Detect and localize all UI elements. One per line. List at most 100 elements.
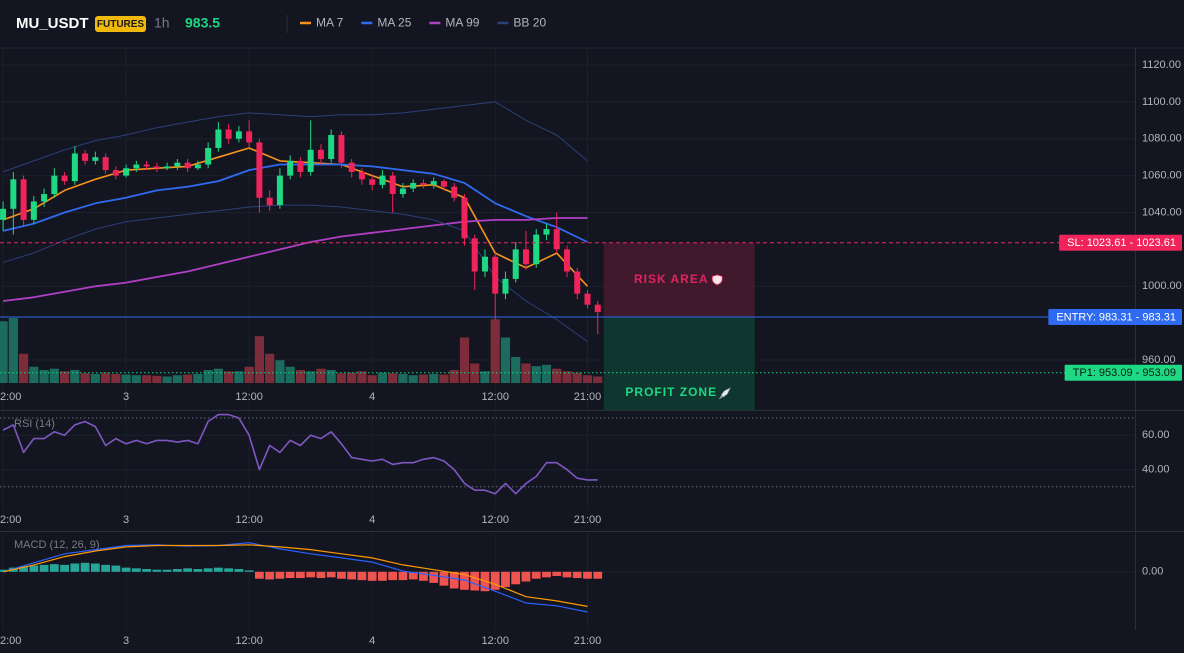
x-tick-label: 12:00 — [235, 514, 263, 526]
pane-title: MACD (12, 26, 9) — [14, 539, 100, 551]
candle-body — [82, 153, 89, 161]
volume-bar — [8, 318, 18, 383]
candle-body — [553, 229, 560, 250]
candle-body — [153, 166, 160, 169]
candle-body — [92, 157, 99, 161]
candle-body — [492, 256, 499, 294]
candle-body — [543, 229, 550, 235]
volume-bar — [152, 375, 162, 383]
candle-body — [338, 135, 345, 163]
histogram-bar — [562, 571, 572, 578]
histogram-bar — [490, 571, 500, 590]
volume-bar — [203, 370, 213, 383]
x-tick-label: 12:00 — [481, 391, 509, 403]
zone — [603, 317, 755, 410]
volume-bar — [429, 373, 439, 383]
y-tick-label: 1060.00 — [1142, 170, 1182, 182]
level-label: TP1: 953.09 - 953.09 — [1073, 367, 1176, 379]
bb-lower — [2, 204, 588, 343]
volume-bar — [593, 376, 603, 383]
candle-body — [563, 249, 570, 272]
volume-bar — [18, 353, 29, 383]
histogram-bar — [193, 569, 203, 572]
candle-body — [358, 171, 365, 180]
histogram-bar — [316, 571, 326, 579]
histogram-bar — [542, 571, 551, 578]
candle-body — [348, 162, 355, 172]
candle-body — [512, 249, 519, 279]
candle-body — [20, 179, 27, 220]
candle-body — [174, 162, 181, 167]
y-tick-label: 40.00 — [1142, 464, 1170, 476]
last-price: 983.5 — [185, 15, 220, 31]
candle-body — [266, 197, 273, 206]
zone-label: RISK AREA — [634, 272, 709, 286]
histogram-bar — [531, 571, 541, 579]
legend-label: MA 99 — [445, 16, 479, 30]
candle-body — [522, 249, 529, 265]
histogram-bar — [470, 571, 480, 591]
candle-body — [399, 188, 406, 195]
histogram-bar — [285, 571, 295, 579]
volume-bar — [213, 368, 223, 383]
volume-bar — [101, 372, 111, 383]
level-label-box — [1064, 364, 1182, 381]
y-tick-label: 1120.00 — [1142, 59, 1181, 71]
x-tick-label: 4 — [369, 391, 375, 403]
histogram-bar — [152, 569, 162, 572]
volume-bar — [111, 373, 121, 383]
histogram-bar — [378, 571, 387, 581]
histogram-bar — [172, 569, 182, 572]
candle-body — [410, 182, 417, 189]
x-tick-label: 12:00 — [481, 514, 509, 526]
x-tick-label: 2:00 — [0, 514, 21, 526]
volume-bar — [70, 370, 80, 383]
volume-bar — [326, 370, 336, 383]
histogram-bar — [583, 571, 592, 579]
histogram-bar — [39, 564, 49, 572]
histogram-bar — [326, 571, 336, 578]
volume-bar — [521, 363, 531, 383]
volume-bar — [582, 375, 593, 383]
legend-label: BB 20 — [513, 16, 546, 30]
candle-body — [112, 170, 119, 176]
volume-bar — [459, 337, 470, 383]
histogram-bar — [357, 571, 367, 581]
histogram-bar — [254, 571, 264, 579]
y-tick-label: 0.00 — [1142, 566, 1163, 578]
histogram-bar — [60, 564, 69, 572]
x-tick-label: 12:00 — [235, 635, 263, 647]
candle-body — [184, 162, 191, 169]
volume-bar — [367, 375, 377, 383]
pane — [0, 533, 1135, 630]
x-tick-label: 21:00 — [574, 514, 602, 526]
x-tick-label: 2:00 — [0, 391, 21, 403]
candle-body — [133, 164, 140, 169]
legend-label: MA 25 — [377, 16, 411, 30]
x-tick-label: 3 — [123, 514, 129, 526]
volume-bar — [562, 371, 572, 383]
pane — [0, 412, 1135, 510]
candle-body — [430, 181, 437, 185]
candle-body — [369, 179, 376, 185]
candle-body — [194, 164, 201, 169]
interval: 1h — [154, 15, 170, 31]
volume-bar — [254, 336, 264, 383]
volume-bar — [80, 373, 90, 383]
level-label: SL: 1023.61 - 1023.61 — [1067, 237, 1176, 249]
histogram-bar — [111, 565, 121, 572]
volume-bar — [449, 370, 459, 383]
badge — [95, 16, 146, 32]
candle-body — [481, 256, 488, 272]
histogram-bar — [183, 568, 193, 572]
bb-upper — [2, 101, 588, 173]
level-label: ENTRY: 983.31 - 983.31 — [1056, 311, 1176, 323]
candle-body — [420, 182, 427, 185]
ma-line — [2, 217, 588, 302]
rocket-icon — [718, 387, 731, 400]
candle-body — [102, 157, 109, 171]
volume-bar — [347, 372, 357, 383]
candle-body — [61, 175, 68, 182]
candle-body — [164, 166, 171, 169]
